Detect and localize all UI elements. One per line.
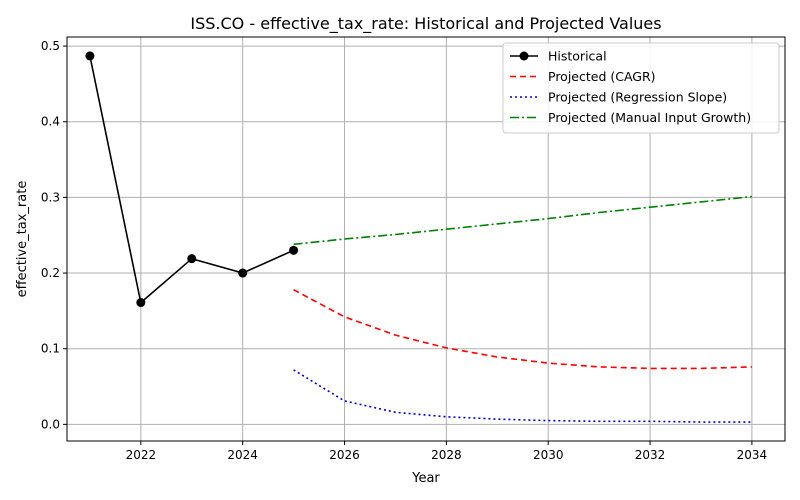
- data-point-historical: [136, 298, 146, 308]
- y-axis-label: effective_tax_rate: [15, 181, 30, 298]
- data-point-historical: [289, 245, 299, 255]
- y-tick-label: 0.1: [41, 342, 60, 356]
- plot-frame: [66, 36, 786, 442]
- legend-box: [502, 42, 780, 134]
- legend-label-projected-manual-input-growth: Projected (Manual Input Growth): [548, 110, 751, 125]
- data-point-historical: [238, 268, 248, 278]
- legend-marker-historical: [519, 51, 529, 61]
- x-tick-label: 2032: [635, 448, 666, 462]
- x-tick-label: 2028: [431, 448, 462, 462]
- y-tick-label: 0.5: [41, 39, 60, 53]
- legend-entries: Historical Projected (CAGR) Projected (Reg…: [510, 49, 751, 125]
- series-line-projected-manual-input-growth: [293, 195, 752, 246]
- series-line-projected-regression-slope: [293, 369, 752, 423]
- legend: Historical Projected (CAGR) Projected (Reg…: [502, 42, 780, 134]
- legend-label-projected-cagr: Projected (CAGR): [548, 69, 656, 84]
- y-tick-label: 0.3: [41, 190, 60, 204]
- y-tick-label: 0.4: [41, 115, 60, 129]
- y-tick-label: 0.0: [41, 417, 60, 431]
- x-tick-label: 2022: [126, 448, 157, 462]
- axis-ticks: 2022 2024 2026 2028 2030 2032 2034 0.0 0.1 0.2 0.3…: [41, 39, 767, 462]
- series-layer: [85, 51, 752, 423]
- x-tick-label: 2034: [737, 448, 768, 462]
- x-axis-label: Year: [411, 471, 440, 486]
- legend-label-historical: Historical: [548, 49, 607, 64]
- data-point-historical: [187, 254, 197, 264]
- chart-title: ISS.CO - effective_tax_rate: Historical …: [190, 14, 661, 34]
- x-tick-label: 2030: [533, 448, 564, 462]
- data-point-historical: [85, 51, 95, 61]
- y-tick-label: 0.2: [41, 266, 60, 280]
- series-line-projected-cagr: [293, 288, 752, 370]
- x-tick-label: 2024: [227, 448, 258, 462]
- x-tick-label: 2026: [329, 448, 360, 462]
- legend-label-projected-regression-slope: Projected (Regression Slope): [548, 90, 727, 105]
